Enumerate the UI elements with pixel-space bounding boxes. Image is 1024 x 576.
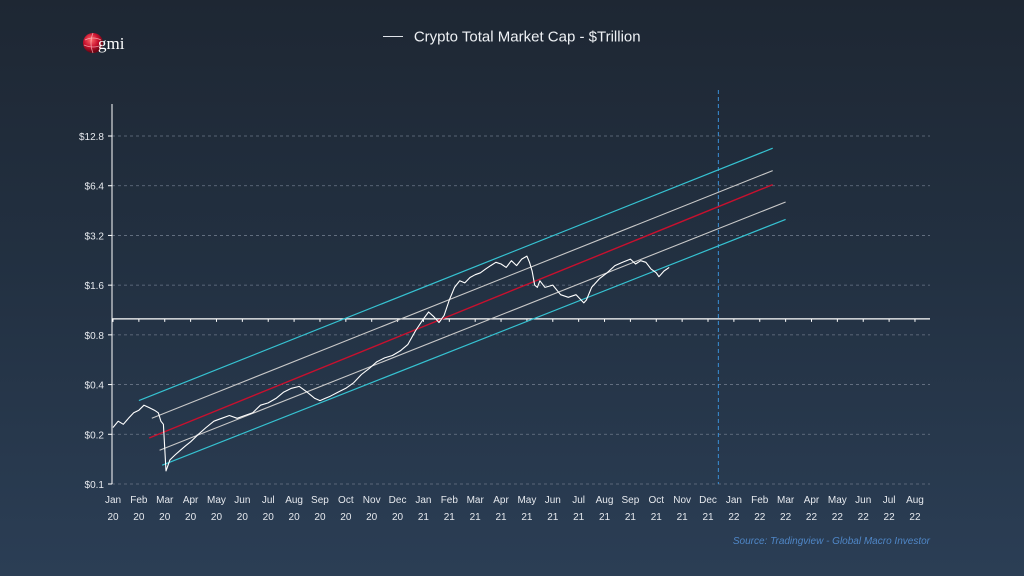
x-tick-label-month: Dec: [699, 495, 717, 506]
x-tick-label-month: Aug: [906, 495, 924, 506]
x-tick-label-month: Feb: [441, 495, 459, 506]
y-tick-label: $0.2: [85, 430, 105, 441]
x-tick-label-month: Mar: [777, 495, 795, 506]
series-line-price: [112, 255, 670, 472]
x-tick-label-year: 20: [107, 512, 119, 523]
x-tick-label-year: 20: [366, 512, 378, 523]
logo-text: gmi: [98, 34, 125, 53]
x-tick-label-month: Mar: [467, 495, 485, 506]
x-tick-label-month: Apr: [804, 495, 820, 506]
y-tick-label: $0.4: [85, 381, 105, 392]
x-tick-label-year: 22: [884, 512, 896, 523]
x-tick-label-year: 22: [909, 512, 921, 523]
x-tick-label-month: Oct: [648, 495, 664, 506]
chart-title-wrap: Crypto Total Market Cap - $Trillion: [0, 28, 1024, 46]
x-tick-label-year: 21: [470, 512, 482, 523]
x-tick-label-month: Sep: [622, 495, 640, 506]
y-tick-label: $0.8: [85, 331, 105, 342]
source-note: Source: Tradingview - Global Macro Inves…: [732, 536, 930, 547]
x-tick-label-year: 21: [521, 512, 533, 523]
x-tick-label-month: Jan: [105, 495, 121, 506]
x-tick-label-year: 22: [806, 512, 818, 523]
y-tick-label: $1.6: [85, 281, 105, 292]
gmi-logo-icon: [83, 32, 103, 54]
x-tick-label-year: 21: [599, 512, 611, 523]
series-line-upper-outer: [138, 147, 773, 402]
x-tick-label-month: May: [207, 495, 226, 506]
x-tick-label-month: Jul: [262, 495, 275, 506]
x-tick-label-month: Aug: [285, 495, 303, 506]
x-tick-label-month: May: [517, 495, 536, 506]
x-tick-label-month: Nov: [363, 495, 381, 506]
x-tick-label-year: 21: [495, 512, 507, 523]
x-tick-label-month: Jun: [234, 495, 250, 506]
x-tick-label-year: 21: [702, 512, 714, 523]
series-line-lower-inner: [159, 201, 786, 451]
x-tick-label-year: 20: [211, 512, 223, 523]
x-tick-label-month: Sep: [311, 495, 329, 506]
x-tick-label-month: Apr: [493, 495, 509, 506]
series-line-upper-inner: [151, 170, 773, 419]
x-tick-label-year: 20: [133, 512, 145, 523]
x-tick-label-month: Feb: [130, 495, 148, 506]
x-tick-label-year: 22: [728, 512, 740, 523]
x-tick-label-year: 22: [780, 512, 792, 523]
x-tick-label-year: 20: [392, 512, 404, 523]
x-tick-label-year: 20: [314, 512, 326, 523]
x-tick-label-year: 21: [625, 512, 637, 523]
x-tick-label-month: Jan: [726, 495, 742, 506]
chart-title: Crypto Total Market Cap - $Trillion: [413, 28, 641, 46]
x-tick-label-year: 20: [289, 512, 301, 523]
x-tick-label-month: Aug: [596, 495, 614, 506]
y-tick-label: $0.1: [85, 480, 105, 491]
x-tick-label-month: Apr: [183, 495, 199, 506]
x-tick-label-month: Mar: [156, 495, 174, 506]
x-tick-label-month: Jun: [855, 495, 871, 506]
x-tick-label-year: 21: [547, 512, 559, 523]
x-tick-label-month: Jul: [883, 495, 896, 506]
x-tick-label-month: May: [828, 495, 847, 506]
x-tick-label-year: 20: [159, 512, 171, 523]
x-tick-label-year: 21: [444, 512, 456, 523]
x-tick-label-year: 20: [340, 512, 352, 523]
x-tick-label-month: Jul: [572, 495, 585, 506]
x-tick-label-year: 21: [573, 512, 585, 523]
x-tick-label-month: Feb: [751, 495, 769, 506]
series-line-lower-outer: [161, 218, 786, 466]
title-legend-line: [383, 36, 404, 38]
x-tick-label-year: 20: [237, 512, 249, 523]
x-tick-label-year: 22: [858, 512, 870, 523]
y-tick-label: $12.8: [79, 132, 104, 143]
x-tick-label-month: Nov: [673, 495, 691, 506]
x-tick-label-month: Dec: [389, 495, 407, 506]
x-tick-label-year: 20: [185, 512, 197, 523]
x-tick-label-month: Oct: [338, 495, 354, 506]
x-tick-label-year: 21: [651, 512, 663, 523]
series-line-center: [148, 183, 773, 439]
x-tick-label-year: 22: [754, 512, 766, 523]
x-tick-label-year: 21: [418, 512, 430, 523]
x-tick-label-month: Jun: [545, 495, 561, 506]
x-tick-label-year: 21: [677, 512, 689, 523]
x-tick-label-year: 20: [263, 512, 275, 523]
x-tick-label-year: 22: [832, 512, 844, 523]
y-tick-label: $3.2: [85, 231, 105, 242]
y-tick-label: $6.4: [85, 182, 105, 193]
x-tick-label-month: Jan: [415, 495, 431, 506]
